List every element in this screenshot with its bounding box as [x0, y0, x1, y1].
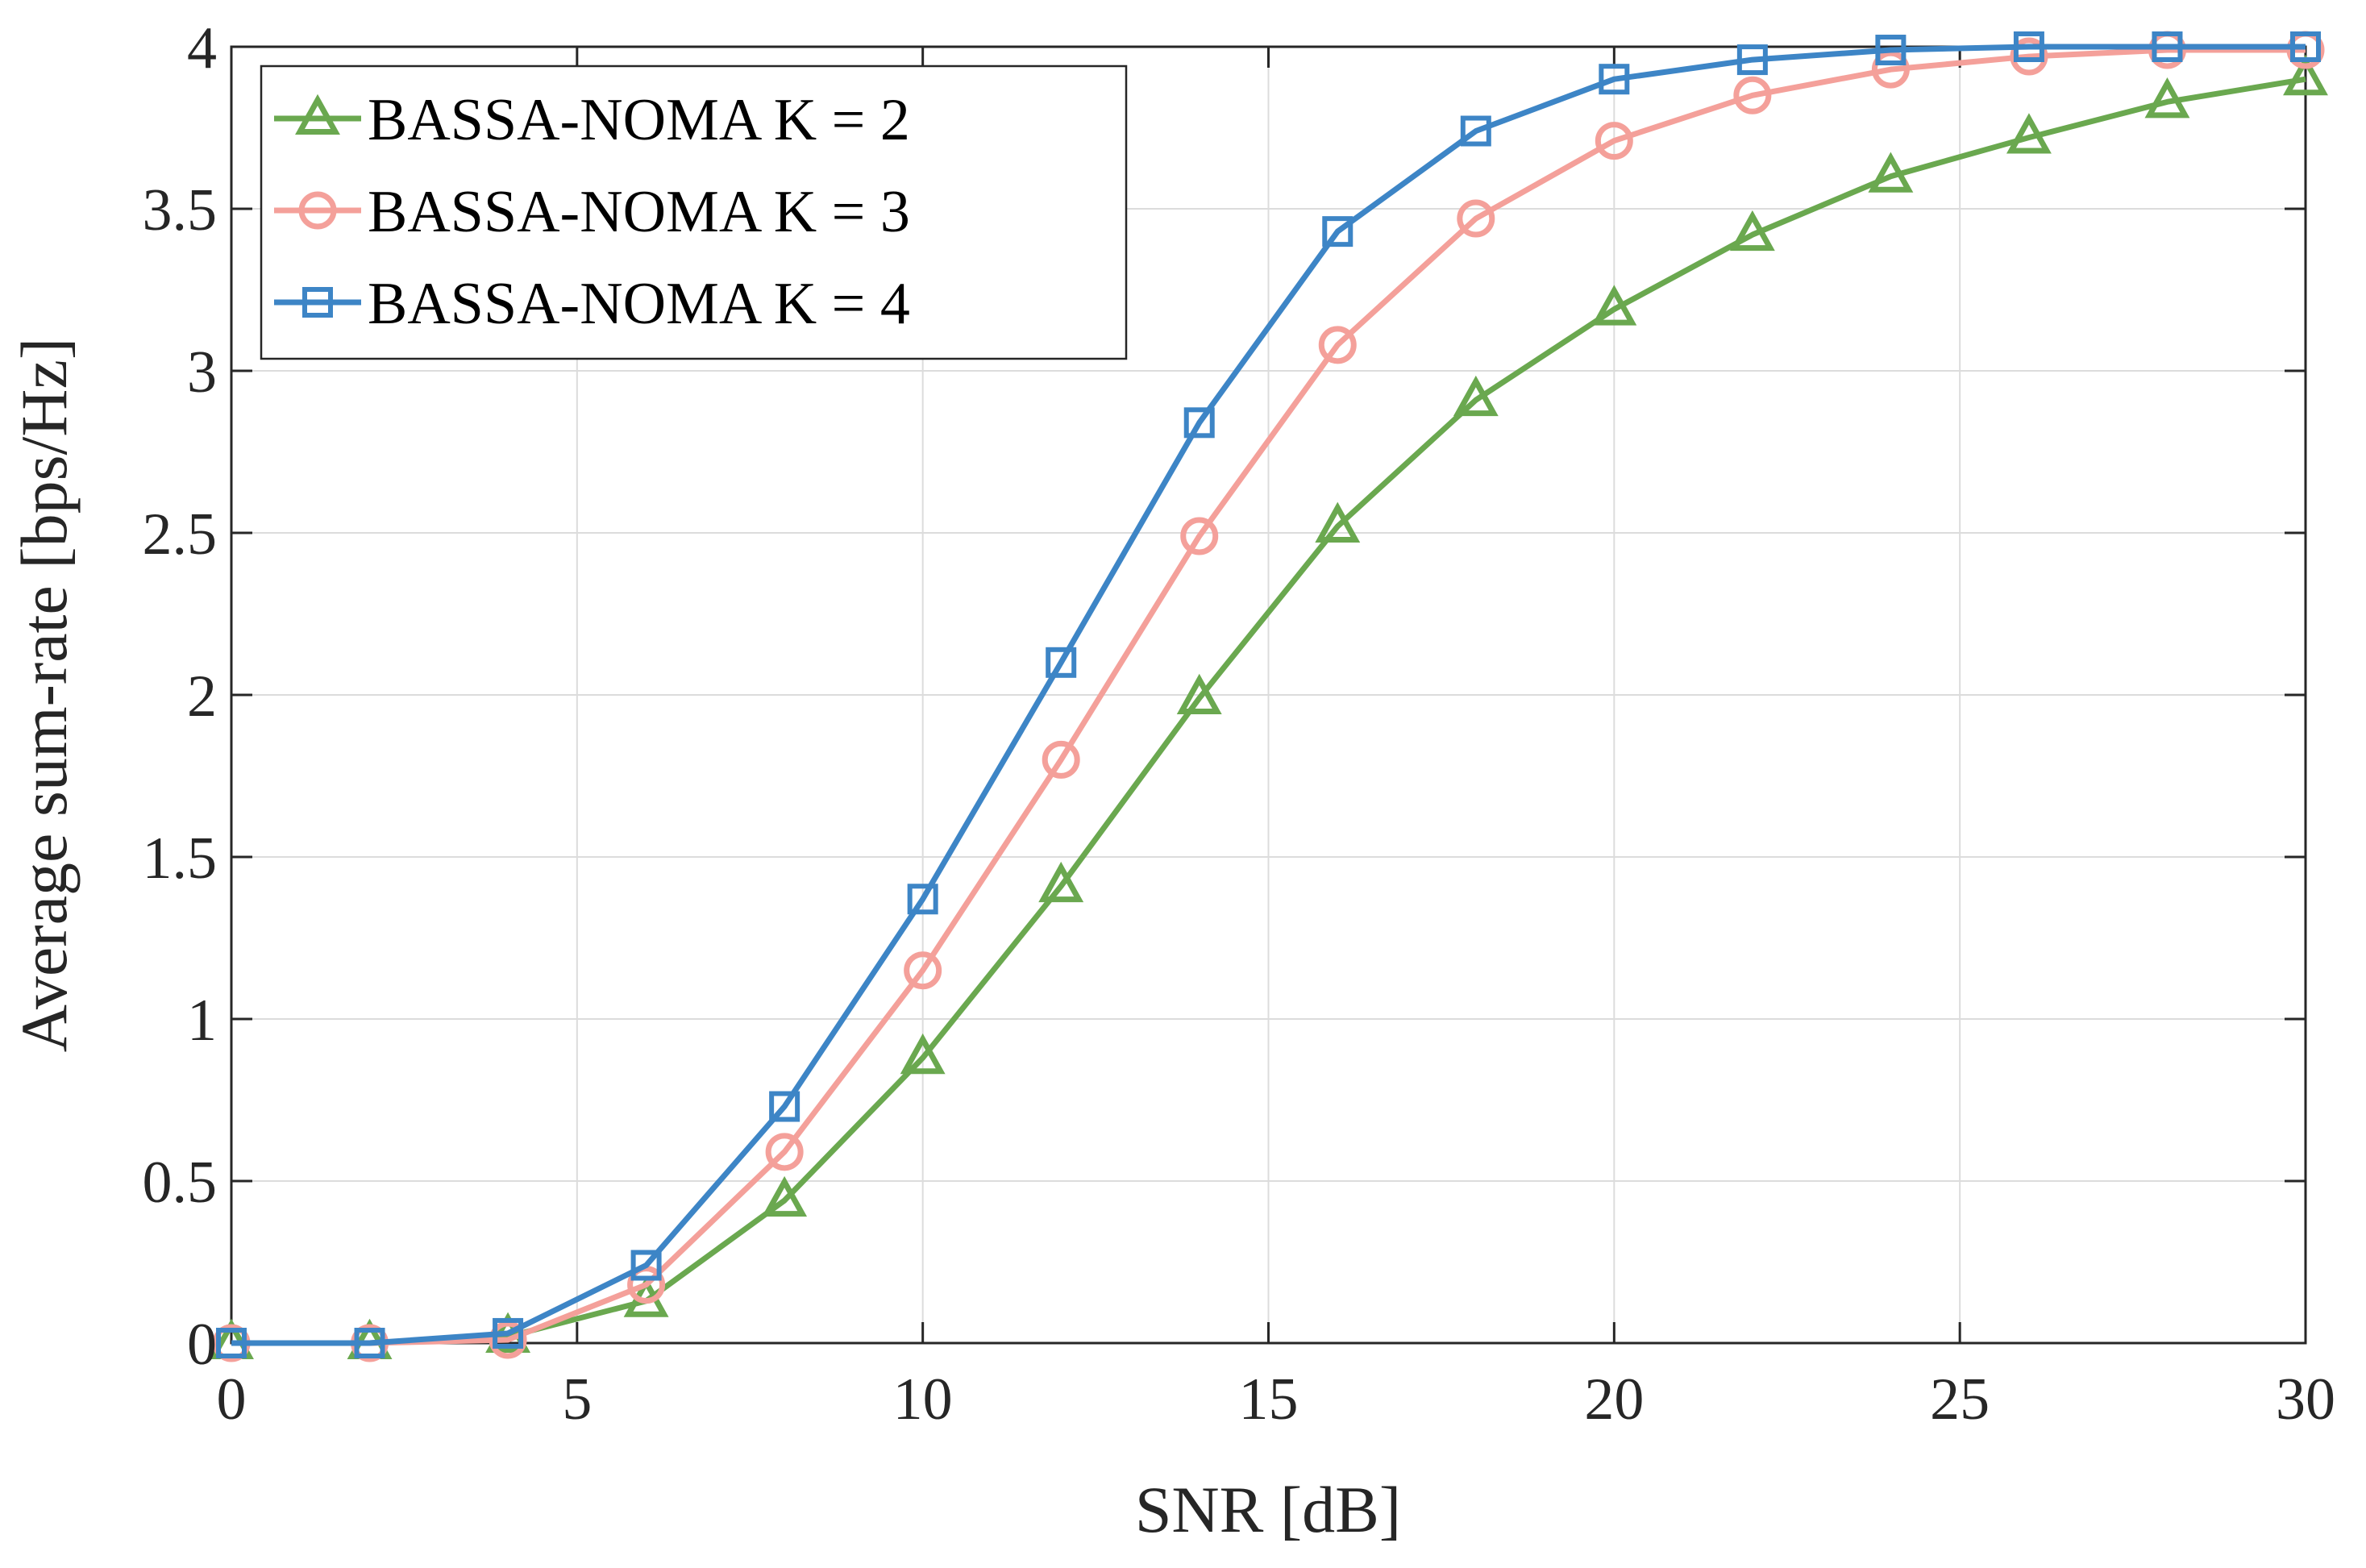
series-line: [231, 47, 2306, 1346]
data-point: [1038, 861, 1084, 903]
data-point: [2283, 54, 2328, 96]
series-bassa-noma-k-3: [212, 31, 2325, 1362]
y-tick-label: 3.5: [143, 177, 218, 243]
data-point: [1871, 50, 1910, 89]
data-point: [1736, 44, 1768, 76]
legend-marker: [298, 191, 337, 230]
legend-label: BASSA-NOMA K = 4: [368, 271, 910, 337]
data-point: [1453, 375, 1499, 417]
data-point: [1318, 326, 1357, 364]
data-point: [1457, 199, 1495, 238]
y-tick-label: 1.5: [143, 826, 218, 892]
data-point: [2290, 31, 2321, 62]
data-point: [493, 1317, 524, 1349]
x-tick-label: 0: [217, 1366, 247, 1433]
data-point: [900, 1033, 946, 1075]
x-tick-labels: 0 5 10 15 20 25 30: [217, 1366, 2336, 1433]
data-point: [765, 1133, 804, 1171]
data-point: [1875, 35, 1907, 66]
y-tick-label: 3: [187, 339, 217, 406]
data-point: [1046, 647, 1077, 678]
data-point: [1595, 122, 1633, 160]
data-point: [2010, 37, 2048, 76]
legend-marker: [295, 94, 340, 135]
legend-label: BASSA-NOMA K = 2: [368, 87, 910, 153]
data-point: [907, 884, 938, 915]
y-tick-labels: 0 0.5 1 1.5 2 2.5 3 3.5 4: [143, 15, 218, 1378]
x-tick-label: 20: [1584, 1366, 1644, 1433]
data-point: [2152, 31, 2183, 62]
y-tick-label: 0.5: [143, 1150, 218, 1216]
axis-ticks: [230, 45, 2307, 1345]
data-point: [1176, 673, 1222, 715]
x-tick-label: 25: [1930, 1366, 1990, 1433]
data-point: [1599, 64, 1630, 95]
data-point: [2144, 77, 2190, 119]
data-point: [904, 951, 942, 990]
legend-label: BASSA-NOMA K = 3: [368, 179, 910, 245]
data-point: [1183, 407, 1215, 439]
legend-box: [260, 64, 1128, 360]
data-point: [1729, 210, 1775, 252]
y-tick-label: 1: [187, 988, 217, 1054]
legend-entry: BASSA-NOMA K = 3: [274, 179, 910, 245]
x-tick-label: 5: [562, 1366, 592, 1433]
x-axis-title: SNR [dB]: [1135, 1473, 1401, 1546]
series-bassa-noma-k-4: [216, 31, 2321, 1358]
data-point: [630, 1250, 662, 1281]
legend-marker: [302, 287, 333, 318]
x-tick-label: 30: [2276, 1366, 2335, 1433]
data-point: [769, 1091, 800, 1122]
data-point: [216, 1328, 247, 1358]
data-point: [354, 1328, 385, 1358]
data-point: [1460, 115, 1491, 147]
y-axis-title: Average sum-rate [bps/Hz]: [7, 338, 81, 1052]
series-line: [231, 76, 2306, 1346]
data-point: [1042, 740, 1080, 779]
data-point: [1733, 76, 1772, 114]
y-tick-label: 2.5: [143, 501, 218, 568]
y-tick-label: 4: [187, 15, 217, 81]
data-point: [489, 1321, 527, 1359]
data-series: [209, 31, 2328, 1362]
data-point: [1868, 152, 1914, 193]
x-tick-label: 15: [1239, 1366, 1299, 1433]
data-point: [2013, 31, 2044, 62]
data-point: [762, 1175, 808, 1217]
legend-entry: BASSA-NOMA K = 4: [274, 271, 910, 337]
data-point: [627, 1266, 666, 1304]
y-tick-label: 2: [187, 663, 217, 730]
data-point: [2006, 113, 2052, 154]
y-tick-label: 0: [187, 1312, 217, 1378]
legend: BASSA-NOMA K = 2 BASSA-NOMA K = 3 BASSA-NO…: [260, 64, 1128, 360]
x-tick-label: 10: [893, 1366, 953, 1433]
series-line: [231, 44, 2306, 1346]
data-point: [1315, 501, 1361, 543]
data-point: [1591, 285, 1637, 326]
legend-entry: BASSA-NOMA K = 2: [274, 87, 910, 153]
data-point: [1322, 216, 1353, 247]
data-point: [1180, 517, 1219, 555]
